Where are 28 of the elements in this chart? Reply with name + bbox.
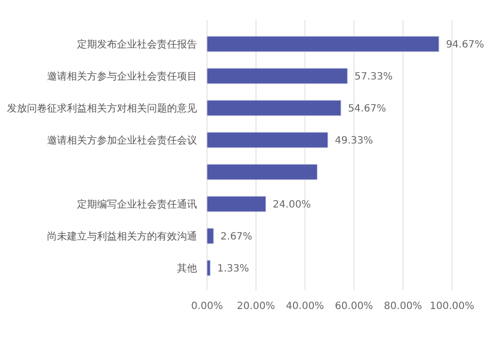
y-tick-label: 定期编写企业社会责任通讯 (77, 198, 197, 210)
bar (206, 36, 440, 52)
bar (206, 164, 318, 180)
bar (206, 228, 214, 244)
bar (206, 260, 211, 276)
y-tick-label: 发放问卷征求利益相关方对相关问题的意见 (7, 102, 197, 114)
data-label: 1.33% (217, 264, 250, 274)
x-tick-label: 40.00% (286, 301, 324, 312)
x-tick-label: 20.00% (236, 301, 276, 312)
bar (206, 68, 348, 84)
data-label: 2.67% (220, 232, 252, 242)
x-tick-label: 80.00% (384, 301, 422, 312)
bar (206, 132, 328, 148)
y-tick-label: 尚未建立与利益相关方的有效沟通 (47, 230, 197, 242)
data-label: 49.33% (334, 136, 373, 146)
data-label: 54.67% (348, 104, 386, 114)
x-tick-label: 60.00% (334, 301, 374, 312)
x-tick-label: 0.00% (191, 301, 223, 312)
data-label: 57.33% (354, 72, 393, 82)
data-label: 24.00% (272, 200, 311, 210)
bar (206, 100, 342, 116)
y-tick-label: 邀请相关方参与企业社会责任项目 (47, 70, 197, 82)
y-tick-label: 邀请相关方参加企业社会责任会议 (47, 134, 197, 146)
x-tick-label: 100.00% (430, 301, 474, 312)
y-tick-label: 定期发布企业社会责任报告 (77, 38, 197, 50)
data-label: 94.67% (446, 40, 484, 50)
y-tick-label: 其他 (177, 262, 197, 274)
bar (206, 196, 266, 212)
